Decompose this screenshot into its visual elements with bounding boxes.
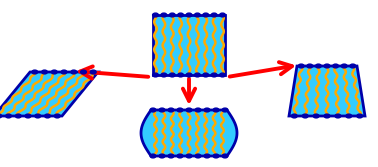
Ellipse shape [186,154,192,158]
Ellipse shape [302,114,308,118]
Ellipse shape [195,154,201,158]
Ellipse shape [169,73,175,77]
Ellipse shape [222,108,228,112]
Ellipse shape [203,73,209,77]
Ellipse shape [168,108,174,112]
Ellipse shape [341,64,347,68]
Ellipse shape [204,108,210,112]
Ellipse shape [61,70,67,74]
Ellipse shape [15,114,21,118]
Ellipse shape [186,73,192,77]
Bar [153,15,225,75]
Ellipse shape [222,154,228,158]
Polygon shape [141,110,237,156]
Ellipse shape [350,64,356,68]
Ellipse shape [186,13,192,17]
Ellipse shape [81,70,87,74]
Ellipse shape [159,154,165,158]
Ellipse shape [161,13,167,17]
Ellipse shape [45,114,50,118]
Ellipse shape [316,64,321,68]
Ellipse shape [203,13,209,17]
Ellipse shape [177,108,183,112]
Ellipse shape [54,114,60,118]
Ellipse shape [195,108,201,112]
Ellipse shape [186,108,192,112]
Ellipse shape [291,114,297,118]
Ellipse shape [213,154,219,158]
Ellipse shape [35,114,41,118]
Ellipse shape [169,13,175,17]
Polygon shape [289,66,365,116]
Ellipse shape [213,108,219,112]
Ellipse shape [194,13,200,17]
Ellipse shape [194,73,200,77]
Ellipse shape [204,154,210,158]
Ellipse shape [307,64,313,68]
Ellipse shape [357,114,363,118]
Ellipse shape [298,64,304,68]
Ellipse shape [178,73,184,77]
Ellipse shape [324,64,330,68]
Ellipse shape [178,13,184,17]
Ellipse shape [335,114,341,118]
Ellipse shape [153,13,158,17]
Ellipse shape [150,154,156,158]
Ellipse shape [168,154,174,158]
Ellipse shape [346,114,352,118]
Ellipse shape [71,70,77,74]
Ellipse shape [333,64,339,68]
Ellipse shape [161,73,167,77]
Ellipse shape [324,114,330,118]
Ellipse shape [150,108,156,112]
Ellipse shape [220,13,225,17]
Ellipse shape [0,114,2,118]
Ellipse shape [32,70,38,74]
Polygon shape [0,72,98,116]
Ellipse shape [90,70,96,74]
Ellipse shape [42,70,47,74]
Ellipse shape [159,108,165,112]
Ellipse shape [211,73,217,77]
Ellipse shape [313,114,319,118]
Ellipse shape [153,73,158,77]
Ellipse shape [25,114,31,118]
Ellipse shape [177,154,183,158]
Ellipse shape [220,73,225,77]
Ellipse shape [51,70,57,74]
Ellipse shape [211,13,217,17]
Ellipse shape [6,114,11,118]
